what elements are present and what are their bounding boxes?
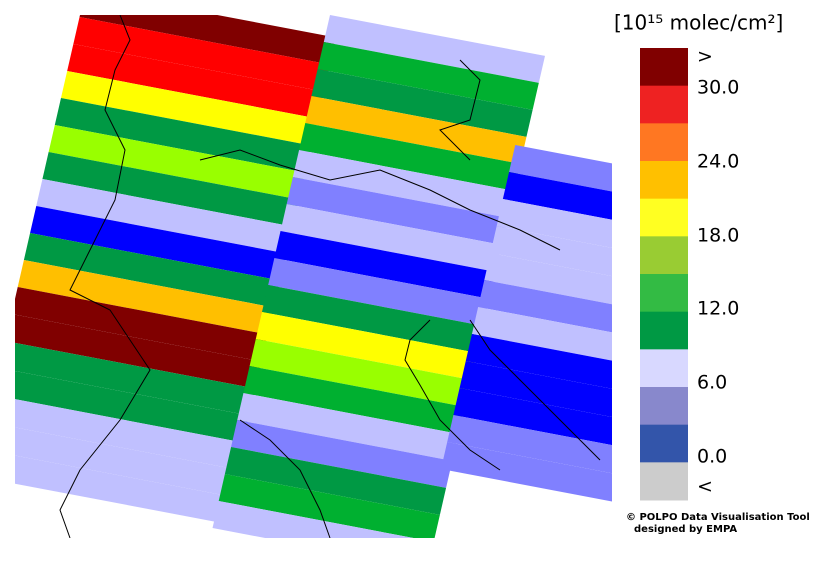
swath-strip <box>268 258 490 326</box>
swath-strip <box>212 501 414 538</box>
swath-strip <box>459 361 612 417</box>
swath-strip <box>280 204 502 272</box>
colorbar-swatch <box>640 462 688 501</box>
swath-strip <box>255 312 477 380</box>
swath-strip <box>218 474 440 538</box>
swath-strip <box>15 455 231 524</box>
swath-strip <box>441 442 612 502</box>
colorbar-swatch <box>640 236 688 275</box>
swath-strip <box>478 280 612 333</box>
coastline <box>239 419 331 538</box>
swath-strip <box>17 260 274 335</box>
swath-strip <box>15 342 256 416</box>
legend-label: 18.0 <box>697 225 739 247</box>
swath-strip <box>447 415 612 474</box>
swath-strip <box>509 145 612 192</box>
swath-strip <box>42 152 299 227</box>
swath-strip <box>484 253 612 305</box>
colorbar <box>640 48 688 501</box>
colorbar-swatch <box>640 424 688 463</box>
swath-strip <box>30 206 287 281</box>
swath-strip <box>237 393 459 461</box>
swath-strip <box>292 150 515 218</box>
borders <box>59 15 601 538</box>
colorbar-swatch <box>640 311 688 350</box>
swath-strip <box>249 339 471 407</box>
border-line <box>439 59 481 161</box>
legend-label: 24.0 <box>697 151 739 173</box>
swath-strip <box>48 125 305 200</box>
swath-strip <box>274 231 496 299</box>
swath-strip <box>15 399 243 470</box>
legend-labels: >30.0 24.0 18.0 12.0 6.0 0.0 < <box>697 46 739 498</box>
swath-strip <box>15 427 237 497</box>
swath-strip <box>471 307 612 361</box>
swath-strip <box>317 42 539 110</box>
colorbar-swatch <box>640 85 688 124</box>
border-line <box>59 15 151 538</box>
swath-strip <box>453 388 612 446</box>
swath-strip <box>15 287 268 362</box>
coastline <box>404 319 501 471</box>
colorbar-swatch <box>640 161 688 200</box>
swath-strip <box>465 334 612 389</box>
swath-strip <box>231 420 453 488</box>
swath-strip <box>67 44 324 119</box>
legend-label: 0.0 <box>697 446 727 468</box>
swath-strip <box>79 15 336 65</box>
swath-strip <box>36 179 293 254</box>
swath-strip <box>60 71 318 146</box>
credit: designed by EMPA <box>634 524 737 535</box>
swath-strip <box>311 69 533 137</box>
legend-label: 30.0 <box>697 77 739 99</box>
swath-strip <box>323 15 545 83</box>
colorbar-swatch <box>640 274 688 313</box>
swath-strip <box>73 17 330 92</box>
legend-label: > <box>697 46 713 68</box>
colorbar-swatch <box>640 123 688 162</box>
legend-label: 6.0 <box>697 372 727 394</box>
swath-strip <box>299 123 521 191</box>
colorbar-swatch <box>640 349 688 388</box>
legend-title: [10¹⁵ molec/cm²] <box>614 11 783 35</box>
colorbar-swatch <box>640 387 688 426</box>
swath-strip <box>261 285 484 353</box>
credit: © POLPO Data Visualisation Tool <box>626 512 810 523</box>
swath-strip <box>54 98 311 173</box>
swath-strip <box>286 177 508 245</box>
swath-strip <box>15 371 250 443</box>
coastline <box>469 319 601 461</box>
swath-strip <box>305 96 527 164</box>
swath-strip <box>502 172 612 220</box>
swath-strip <box>23 233 281 308</box>
colorbar-swatch <box>640 48 688 87</box>
border-line <box>199 149 561 251</box>
colorbar-swatch <box>640 198 688 237</box>
swath-strip <box>490 226 612 277</box>
legend-label: 12.0 <box>697 298 739 320</box>
swath-strip <box>243 366 465 434</box>
legend-label: < <box>697 476 713 498</box>
swath-strip <box>496 199 612 248</box>
swath-strip <box>224 447 447 515</box>
